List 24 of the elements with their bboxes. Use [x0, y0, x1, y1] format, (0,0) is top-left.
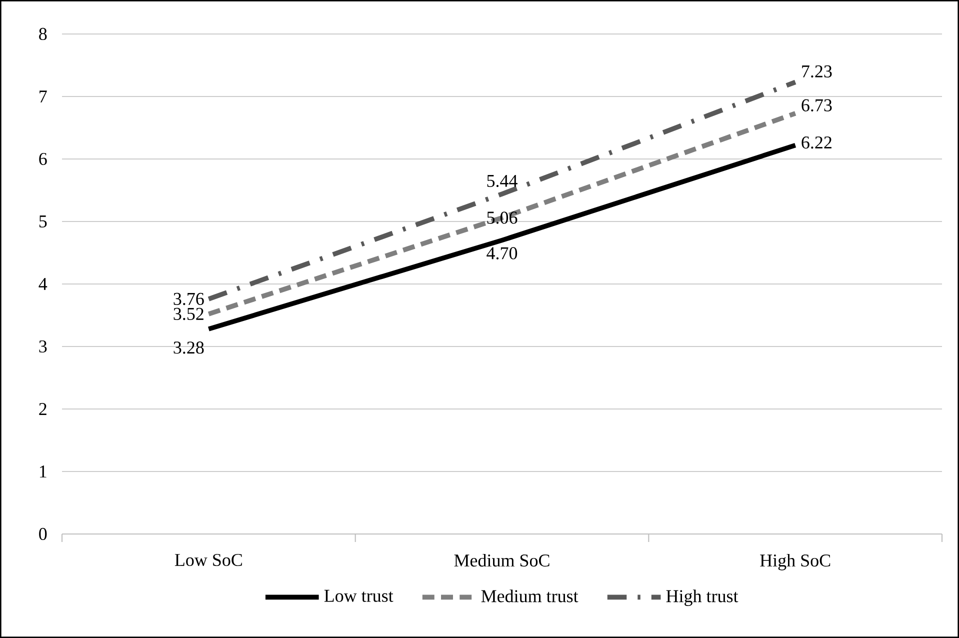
legend-label: High trust — [666, 590, 738, 606]
x-tick-label: High SoC — [760, 554, 830, 570]
data-label: 3.28 — [174, 342, 204, 354]
data-label: 3.52 — [174, 308, 204, 320]
data-label: 7.23 — [802, 65, 832, 78]
data-label: 6.73 — [802, 99, 832, 112]
x-tick-label: Low SoC — [174, 554, 242, 566]
y-tick-label: 1 — [40, 466, 46, 478]
data-label: 4.70 — [486, 247, 518, 260]
y-tick-label: 3 — [39, 340, 47, 353]
data-label: 5.44 — [487, 174, 518, 188]
y-tick-label: 7 — [40, 90, 47, 102]
data-label: 6.22 — [802, 136, 832, 149]
y-tick-label: 6 — [39, 152, 47, 166]
y-tick-label: 2 — [39, 403, 46, 415]
y-tick-label: 0 — [39, 528, 47, 540]
data-label: 5.06 — [487, 212, 518, 224]
x-tick-label: Medium SoC — [454, 554, 550, 567]
y-tick-label: 8 — [39, 28, 47, 40]
y-tick-label: 4 — [38, 278, 48, 290]
legend-label: Low trust — [324, 590, 394, 602]
data-label: 3.76 — [174, 292, 204, 306]
y-tick-label: 5 — [39, 216, 47, 228]
legend-label: Medium trust — [481, 590, 578, 602]
